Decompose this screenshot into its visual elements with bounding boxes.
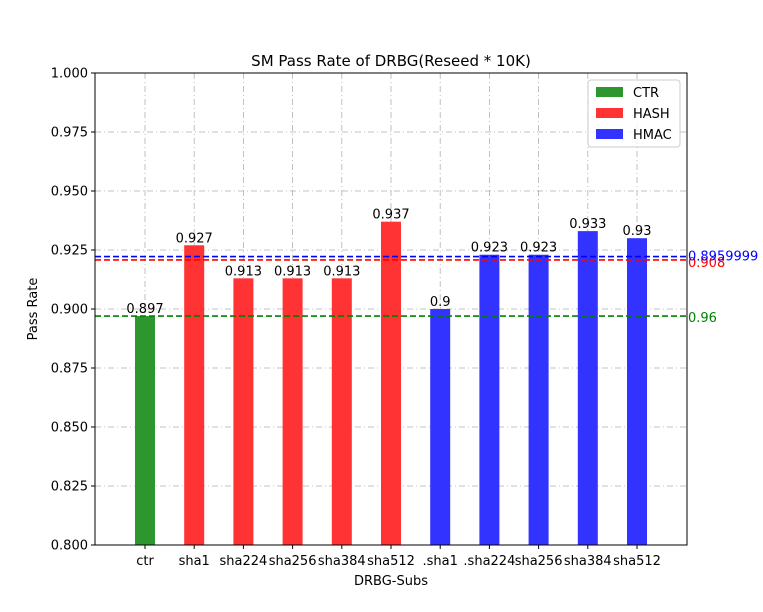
legend: CTR HASH HMAC (587, 79, 681, 148)
bar-hash (233, 278, 254, 545)
x-tick-label: sha224 (220, 554, 268, 569)
x-tick-label: sha384 (564, 554, 612, 569)
bar-value-label: 0.913 (225, 264, 262, 279)
reference-line-label: 0.8959999 (688, 250, 758, 265)
bar-hmac (528, 254, 549, 545)
y-tick-label: 0.975 (51, 126, 88, 141)
bar-value-label: 0.897 (126, 302, 163, 317)
x-axis-label: DRBG-Subs (354, 574, 428, 589)
bar-value-label: 0.923 (520, 241, 557, 256)
y-tick-label: 0.950 (51, 185, 88, 200)
x-tick-label: sha256 (269, 554, 317, 569)
legend-label: HMAC (633, 128, 672, 143)
bar-hash (381, 221, 401, 545)
y-tick-label: 0.900 (51, 303, 88, 318)
bar-value-label: 0.913 (323, 264, 360, 279)
bar-value-label: 0.923 (471, 241, 508, 256)
legend-swatch-hash (596, 108, 623, 118)
bar-hash (331, 278, 352, 545)
bar-hash (282, 278, 303, 545)
bar-value-label: 0.93 (623, 224, 652, 239)
bar-ctr (135, 316, 155, 545)
reference-line-label: 0.908 (688, 256, 725, 271)
legend-swatch-hmac (596, 129, 623, 139)
y-axis-ticks: 0.800 0.825 0.850 0.875 0.900 0.925 0.950 0.975… (51, 67, 95, 554)
bar-hash (184, 245, 205, 545)
reference-line-label: 0.96 (688, 311, 717, 326)
x-tick-label: sha512 (367, 554, 415, 569)
y-tick-label: 0.925 (51, 244, 88, 259)
y-tick-label: 1.000 (51, 67, 88, 82)
x-tick-label: sha384 (318, 554, 366, 569)
legend-swatch-ctr (596, 87, 623, 97)
legend-entries: CTR HASH HMAC (596, 86, 672, 143)
bar-value-label: 0.913 (274, 264, 311, 279)
bar-value-label: 0.933 (569, 217, 606, 232)
y-tick-label: 0.825 (51, 480, 88, 495)
y-tick-label: 0.875 (51, 362, 88, 377)
x-tick-label: ctr (136, 554, 154, 569)
x-tick-label: sha1 (179, 554, 210, 569)
bar-hmac (479, 254, 500, 545)
y-tick-label: 0.850 (51, 421, 88, 436)
x-tick-label: .sha224 (463, 554, 515, 569)
x-tick-label: sha256 (515, 554, 563, 569)
y-tick-label: 0.800 (51, 539, 88, 554)
bars (135, 221, 647, 545)
x-tick-label: .sha1 (423, 554, 458, 569)
bar-hmac (430, 309, 451, 545)
bar-hmac (577, 231, 598, 545)
legend-label: HASH (633, 107, 670, 122)
x-tick-label: sha512 (613, 554, 661, 569)
bar-hmac (627, 238, 647, 545)
chart-title: SM Pass Rate of DRBG(Reseed * 10K) (251, 52, 531, 70)
bar-value-label: 0.9 (430, 295, 451, 310)
bar-value-label: 0.927 (176, 231, 213, 246)
x-axis-ticks: ctr sha1 sha224 sha256 sha384 sha512 .sha1 .sha… (136, 545, 661, 569)
bar-value-labels: 0.897 0.927 0.913 0.913 0.913 0.937 0.9 0.923 0.… (126, 208, 651, 317)
y-axis-label: Pass Rate (26, 278, 41, 341)
legend-label: CTR (633, 86, 659, 101)
bar-value-label: 0.937 (372, 208, 409, 223)
